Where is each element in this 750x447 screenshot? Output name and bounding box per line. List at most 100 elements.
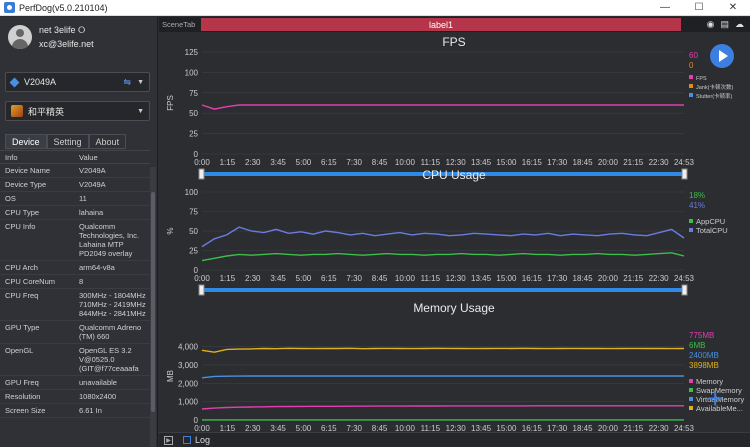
x-tick-label: 1:15 xyxy=(220,424,236,432)
x-tick-label: 15:00 xyxy=(496,424,517,432)
x-tick-label: 11:15 xyxy=(421,158,441,167)
y-tick-label: 0 xyxy=(194,150,199,159)
y-tick-label: 75 xyxy=(189,208,198,217)
x-tick-label: 15:00 xyxy=(496,158,517,167)
x-tick-label: 17:30 xyxy=(547,424,568,432)
legend-swatch xyxy=(689,406,693,410)
x-tick-label: 18:45 xyxy=(573,424,594,432)
cloud-icon[interactable]: ☁ xyxy=(735,19,744,29)
scene-tab[interactable]: SceneTab xyxy=(162,20,196,29)
row-value: Qualcomm Technologies, Inc. Lahaina MTP … xyxy=(79,222,140,258)
window-title: PerfDog(v5.0.210104) xyxy=(19,2,108,13)
row-value: unavailable xyxy=(79,378,117,387)
avatar[interactable] xyxy=(8,25,32,49)
y-tick-label: 3,000 xyxy=(178,361,199,370)
x-tick-label: 8:45 xyxy=(372,424,388,432)
minimize-icon[interactable]: — xyxy=(660,2,670,13)
title-bar: PerfDog(v5.0.210104) — ☐ ✕ xyxy=(0,0,750,16)
x-tick-label: 11:15 xyxy=(421,424,441,432)
folder-icon[interactable]: ▤ xyxy=(720,19,729,29)
tab-about[interactable]: About xyxy=(88,134,127,149)
table-header: Info Value xyxy=(0,150,150,164)
log-bar: ▶ Log xyxy=(159,432,750,447)
chevron-down-icon[interactable]: ▼ xyxy=(137,107,144,115)
x-tick-label: 21:15 xyxy=(623,158,644,167)
y-axis-label-2: MB xyxy=(166,370,175,382)
close-icon[interactable]: ✕ xyxy=(728,2,738,13)
y-axis-label-0: FPS xyxy=(166,95,175,111)
y-tick-label: 4,000 xyxy=(178,343,199,352)
y-axis-label-1: % xyxy=(166,227,175,234)
x-tick-label: 16:15 xyxy=(522,274,543,283)
x-tick-label: 22:30 xyxy=(649,424,670,432)
row-value: V2049A xyxy=(79,180,106,189)
row-key: OpenGL xyxy=(5,346,34,355)
user-name: net 3elife ⭘ xyxy=(39,25,86,35)
table-row: GPU Type Qualcomm Adreno (TM) 660 xyxy=(0,321,150,344)
x-tick-label: 24:53 xyxy=(674,424,695,432)
expand-icon[interactable]: ▶ xyxy=(164,436,173,445)
x-tick-label: 20:00 xyxy=(598,274,619,283)
table-scrollbar[interactable] xyxy=(150,167,156,447)
x-tick-label: 0:00 xyxy=(194,274,210,283)
y-tick-label: 125 xyxy=(185,48,199,57)
header-value: Value xyxy=(79,152,98,162)
row-key: Device Name xyxy=(5,166,51,175)
chevron-down-icon[interactable]: ▼ xyxy=(137,78,144,86)
x-tick-label: 12:30 xyxy=(446,424,467,432)
x-tick-label: 7:30 xyxy=(346,274,362,283)
log-checkbox[interactable] xyxy=(183,436,191,444)
location-icon[interactable]: ◉ xyxy=(706,19,715,29)
scene-label[interactable]: label1 xyxy=(201,18,681,31)
x-tick-label: 2:30 xyxy=(245,424,261,432)
panel-tabs: Device Setting About xyxy=(5,134,127,149)
x-tick-label: 3:45 xyxy=(270,424,286,432)
table-row: OpenGL OpenGL ES 3.2 V@0525.0 (GIT@f77cea… xyxy=(0,344,150,376)
x-tick-label: 17:30 xyxy=(547,158,568,167)
x-tick-label: 12:30 xyxy=(446,274,467,283)
add-chart-button[interactable]: + xyxy=(707,383,724,414)
x-tick-label: 17:30 xyxy=(547,274,568,283)
y-tick-label: 100 xyxy=(185,188,199,197)
app-select[interactable]: 和平精英 ▼ xyxy=(5,101,150,121)
device-select[interactable]: V2049A ⇋ ▼ xyxy=(5,72,150,92)
y-tick-label: 1,000 xyxy=(178,398,199,407)
series-line-memory xyxy=(201,405,684,410)
current-value: 60 xyxy=(689,51,698,60)
current-value: 6MB xyxy=(689,341,705,350)
scrollbar-thumb[interactable] xyxy=(151,192,155,412)
legend-swatch xyxy=(689,228,693,232)
row-key: Resolution xyxy=(5,392,41,401)
x-tick-label: 11:15 xyxy=(421,274,441,283)
tab-device[interactable]: Device xyxy=(5,134,47,149)
x-tick-label: 1:15 xyxy=(220,158,236,167)
x-tick-label: 13:45 xyxy=(471,274,492,283)
y-tick-label: 50 xyxy=(189,227,198,236)
app-select-value: 和平精英 xyxy=(28,106,65,117)
row-key: OS xyxy=(5,194,16,203)
row-value: 1080x2400 xyxy=(79,392,117,401)
legend-swatch xyxy=(689,388,693,392)
tab-setting[interactable]: Setting xyxy=(46,134,89,149)
maximize-icon[interactable]: ☐ xyxy=(694,2,704,13)
x-tick-label: 15:00 xyxy=(496,274,517,283)
series-line-availableme- xyxy=(201,347,685,353)
y-tick-label: 0 xyxy=(194,416,199,425)
x-tick-label: 21:15 xyxy=(623,424,644,432)
slider-handle-start xyxy=(198,168,205,180)
x-tick-label: 6:15 xyxy=(321,424,337,432)
legend-label: Jank(卡顿次数) xyxy=(696,83,733,91)
x-tick-label: 24:53 xyxy=(674,274,695,283)
y-tick-label: 25 xyxy=(189,247,198,256)
start-record-button[interactable] xyxy=(710,44,734,68)
current-value: 41% xyxy=(689,201,705,210)
x-tick-label: 16:15 xyxy=(522,158,543,167)
left-panel: net 3elife ⭘ xc@3elife.net V2049A ⇋ ▼ 和平… xyxy=(0,17,158,447)
x-tick-label: 1:15 xyxy=(220,274,236,283)
table-row: Device Type V2049A xyxy=(0,178,150,192)
legend-label: FPS xyxy=(696,76,707,82)
current-value: 18% xyxy=(689,191,705,200)
legend-swatch xyxy=(689,84,693,88)
x-tick-label: 7:30 xyxy=(346,424,362,432)
row-value: 300MHz - 1804MHz 710MHz - 2419MHz 844MHz… xyxy=(79,291,146,318)
